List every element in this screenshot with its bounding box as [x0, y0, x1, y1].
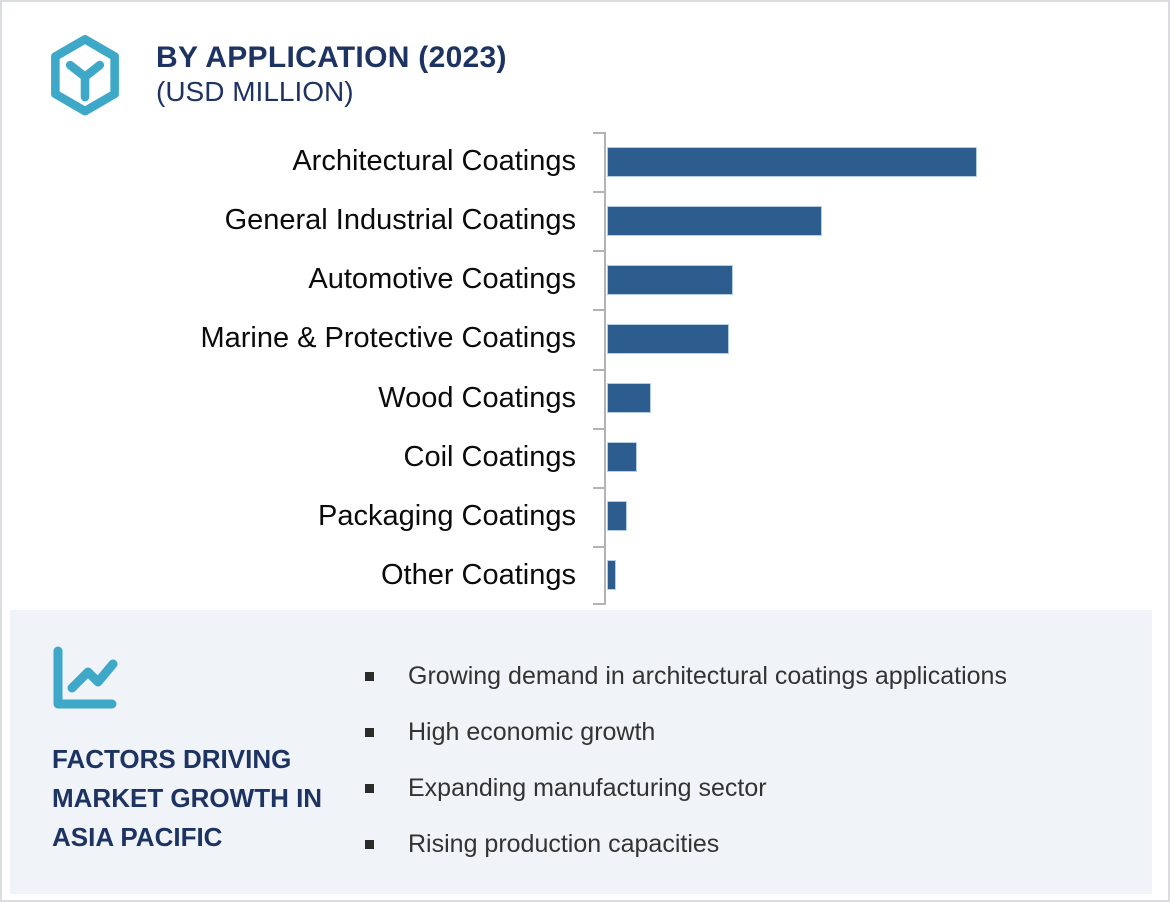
bar [607, 323, 729, 354]
category-label: General Industrial Coatings [224, 204, 576, 237]
page-title: BY APPLICATION (2023) [156, 41, 507, 74]
bullet-item: High economic growth [365, 718, 1007, 746]
axis-tick [593, 546, 604, 548]
axis-tick [593, 487, 604, 489]
axis-tick [593, 309, 604, 311]
axis-tick [593, 369, 604, 371]
title-block: BY APPLICATION (2023) (USD MILLION) [156, 32, 507, 120]
category-label: Automotive Coatings [308, 263, 576, 296]
axis-tick [593, 191, 604, 193]
line-chart-icon [53, 646, 118, 709]
chart-row: Architectural Coatings [2, 132, 1168, 191]
chart-row: Packaging Coatings [2, 487, 1168, 546]
axis-tick [593, 132, 604, 134]
bar [607, 264, 733, 295]
chart-row: Other Coatings [2, 546, 1168, 605]
bullet-item: Expanding manufacturing sector [365, 774, 1007, 802]
header: BY APPLICATION (2023) (USD MILLION) [46, 32, 507, 120]
bar [607, 146, 977, 177]
bullet-square-icon [365, 840, 374, 849]
bullet-item: Rising production capacities [365, 830, 1007, 858]
bullet-item: Growing demand in architectural coatings… [365, 662, 1007, 690]
bullet-square-icon [365, 672, 374, 681]
bullet-text: High economic growth [408, 718, 656, 746]
bar [607, 560, 616, 591]
bar [607, 501, 627, 532]
bullet-text: Rising production capacities [408, 830, 720, 858]
chart-row: Wood Coatings [2, 369, 1168, 428]
category-label: Other Coatings [380, 558, 576, 591]
chart-row: Automotive Coatings [2, 250, 1168, 309]
bar [607, 205, 822, 236]
chart-row: Marine & Protective Coatings [2, 309, 1168, 368]
page-subtitle: (USD MILLION) [156, 76, 354, 107]
category-label: Wood Coatings [378, 381, 576, 414]
chart-row: Coil Coatings [2, 428, 1168, 487]
bullet-square-icon [365, 728, 374, 737]
chart-row: General Industrial Coatings [2, 191, 1168, 250]
bullet-text: Growing demand in architectural coatings… [408, 662, 1007, 690]
bullet-square-icon [365, 784, 374, 793]
info-panel: FACTORS DRIVING MARKET GROWTH IN ASIA PA… [10, 610, 1152, 894]
chart-axis [604, 132, 606, 605]
bar [607, 383, 651, 414]
category-label: Architectural Coatings [292, 145, 576, 178]
bullet-text: Expanding manufacturing sector [408, 774, 767, 802]
category-label: Coil Coatings [403, 440, 576, 473]
bullet-list: Growing demand in architectural coatings… [365, 662, 1007, 886]
category-label: Packaging Coatings [318, 499, 576, 532]
hexagon-cube-icon [51, 35, 119, 116]
axis-tick [593, 603, 604, 605]
category-label: Marine & Protective Coatings [200, 322, 576, 355]
axis-tick [593, 250, 604, 252]
panel-heading: FACTORS DRIVING MARKET GROWTH IN ASIA PA… [52, 744, 323, 852]
bar [607, 442, 637, 473]
bar-chart: Architectural Coatings General Industrial… [2, 132, 1168, 605]
axis-tick [593, 428, 604, 430]
